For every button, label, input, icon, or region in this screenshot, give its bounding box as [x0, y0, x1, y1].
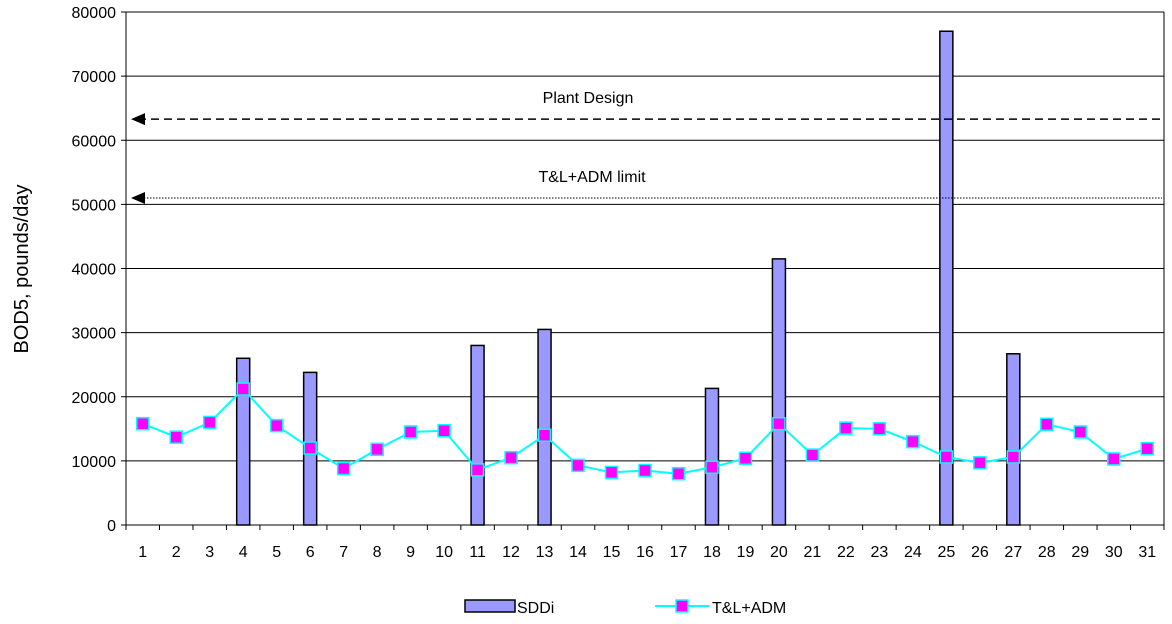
axes	[121, 11, 1165, 530]
x-tick-label: 27	[1004, 544, 1022, 561]
x-tick-label: 24	[904, 544, 922, 561]
x-tick-label: 14	[569, 544, 587, 561]
point-tl-adm	[470, 463, 485, 477]
line-series-tl-adm	[135, 382, 1155, 481]
point-tl-adm	[805, 448, 820, 462]
point-tl-adm	[571, 458, 585, 473]
gridlines	[126, 11, 1164, 462]
x-tick-label: 26	[971, 544, 989, 561]
x-tick-label: 7	[339, 544, 348, 561]
point-tl-adm	[872, 422, 887, 436]
x-tick-label: 20	[770, 544, 788, 561]
x-tick-label: 6	[306, 544, 315, 561]
point-tl-adm	[437, 423, 451, 438]
y-tick-labels: 0 10000 20000 30000 40000 50000 60000 70000 8000…	[72, 5, 117, 535]
point-tl-adm	[336, 461, 351, 476]
x-tick-label: 28	[1038, 544, 1056, 561]
point-tl-adm	[269, 418, 284, 433]
x-tick-label: 30	[1105, 544, 1123, 561]
point-tl-adm	[303, 441, 317, 455]
point-tl-adm	[1006, 450, 1021, 464]
point-tl-adm	[1140, 441, 1155, 456]
x-tick-label: 31	[1138, 544, 1156, 561]
point-tl-adm	[135, 416, 150, 431]
y-tick-label: 0	[107, 518, 116, 535]
y-tick-label: 80000	[72, 5, 117, 22]
x-tick-label: 16	[636, 544, 654, 561]
x-tick-label: 11	[469, 544, 486, 561]
y-tick-label: 60000	[72, 133, 117, 150]
arrow-left-icon	[131, 191, 145, 204]
point-tl-adm	[169, 430, 183, 444]
x-tick-label: 9	[406, 544, 415, 561]
x-tick-label: 8	[373, 544, 382, 561]
x-tick-label: 4	[239, 544, 248, 561]
point-tl-adm	[604, 465, 619, 480]
x-tick-label: 19	[737, 544, 755, 561]
bar-sddi	[470, 344, 485, 526]
point-tl-adm	[370, 442, 384, 457]
x-tick-label: 1	[138, 544, 147, 561]
x-tick-label: 12	[502, 544, 520, 561]
y-axis-title: BOD5, pounds/day	[11, 185, 33, 354]
reference-line-label: T&L+ADM limit	[538, 169, 646, 186]
x-tick-label: 21	[804, 544, 822, 561]
point-tl-adm	[504, 450, 518, 465]
x-tick-label: 2	[172, 544, 181, 561]
x-tick-label: 22	[837, 544, 855, 561]
bar-sddi	[704, 387, 720, 526]
y-tick-label: 40000	[72, 262, 117, 279]
x-tick-label: 5	[272, 544, 281, 561]
y-tick-label: 20000	[72, 390, 117, 407]
x-tick-labels: 1 2 3 4 5 6 7 8 9 10 11 12 13 14 15 16 17 18 19 20 21 22 23 24 2…	[138, 544, 1156, 561]
legend-marker-tl-adm	[675, 599, 689, 613]
y-tick-label: 50000	[72, 197, 117, 214]
x-tick-label: 29	[1071, 544, 1089, 561]
legend-swatch-sddi	[464, 599, 516, 613]
point-tl-adm	[537, 428, 552, 442]
point-tl-adm	[202, 415, 217, 430]
point-tl-adm	[906, 434, 920, 449]
x-tick-label: 17	[670, 544, 688, 561]
x-tick-label: 25	[937, 544, 955, 561]
x-tick-label: 10	[435, 544, 453, 561]
legend-label-tl-adm: T&L+ADM	[712, 600, 786, 617]
point-tl-adm	[638, 463, 652, 478]
point-tl-adm	[973, 456, 987, 470]
x-tick-label: 23	[870, 544, 888, 561]
point-tl-adm	[1040, 417, 1054, 432]
y-tick-label: 70000	[72, 69, 117, 86]
point-tl-adm	[839, 421, 853, 435]
point-tl-adm	[236, 382, 250, 396]
point-tl-adm	[403, 425, 418, 439]
legend: SDDi T&L+ADM	[464, 599, 786, 617]
x-tick-label: 3	[205, 544, 214, 561]
bar-sddi	[771, 258, 787, 526]
point-tl-adm	[738, 451, 753, 466]
reference-line-label: Plant Design	[543, 90, 634, 107]
point-tl-adm	[772, 416, 786, 431]
reference-lines: Plant Design T&L+ADM limit	[131, 90, 1162, 204]
point-tl-adm	[671, 466, 686, 481]
point-tl-adm	[705, 460, 719, 475]
bar-sddi	[1006, 353, 1021, 526]
x-tick-label: 18	[703, 544, 721, 561]
y-tick-label: 30000	[72, 326, 117, 343]
x-tick-label: 15	[603, 544, 621, 561]
bar-sddi	[537, 328, 552, 526]
point-tl-adm	[1073, 425, 1088, 439]
x-tick-label: 13	[536, 544, 554, 561]
legend-label-sddi: SDDi	[517, 600, 554, 617]
y-tick-label: 10000	[72, 454, 117, 471]
arrow-left-icon	[131, 113, 145, 126]
point-tl-adm	[939, 450, 954, 464]
point-tl-adm	[1107, 452, 1121, 466]
